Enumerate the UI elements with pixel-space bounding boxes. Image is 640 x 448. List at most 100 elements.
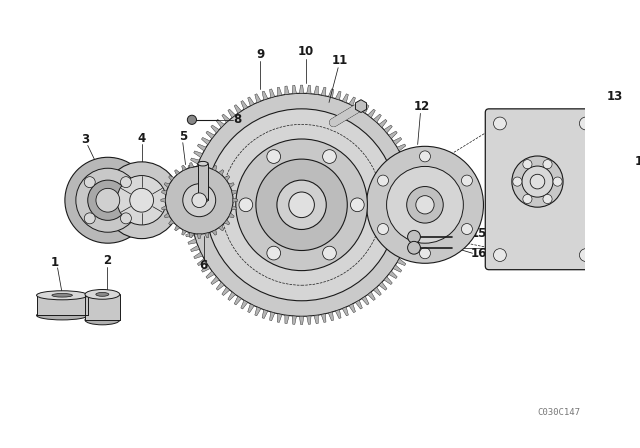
Ellipse shape: [36, 311, 88, 320]
Polygon shape: [206, 271, 214, 279]
Circle shape: [378, 224, 388, 234]
Circle shape: [387, 166, 463, 243]
Circle shape: [120, 213, 131, 224]
Circle shape: [256, 159, 348, 250]
Polygon shape: [219, 170, 224, 175]
Circle shape: [239, 198, 253, 211]
Polygon shape: [197, 144, 206, 151]
Polygon shape: [232, 191, 237, 195]
Circle shape: [120, 177, 131, 188]
Ellipse shape: [198, 198, 208, 202]
Polygon shape: [404, 246, 413, 252]
Polygon shape: [307, 85, 311, 94]
Circle shape: [117, 176, 166, 225]
Polygon shape: [205, 233, 209, 238]
Polygon shape: [183, 188, 191, 193]
Polygon shape: [197, 162, 202, 167]
Polygon shape: [186, 232, 195, 237]
Polygon shape: [175, 170, 180, 175]
Text: 5: 5: [179, 130, 187, 143]
Circle shape: [579, 117, 592, 130]
Circle shape: [267, 150, 280, 164]
Circle shape: [88, 180, 128, 220]
Polygon shape: [292, 85, 296, 94]
Polygon shape: [182, 202, 190, 207]
Polygon shape: [379, 120, 387, 128]
Polygon shape: [355, 100, 367, 112]
Circle shape: [523, 159, 532, 169]
Ellipse shape: [96, 293, 109, 296]
Text: 14: 14: [634, 155, 640, 168]
Polygon shape: [321, 314, 326, 323]
Polygon shape: [335, 310, 341, 319]
Polygon shape: [189, 163, 194, 168]
Ellipse shape: [52, 293, 72, 297]
Polygon shape: [401, 252, 410, 258]
Circle shape: [493, 249, 506, 262]
Polygon shape: [169, 220, 174, 225]
Polygon shape: [184, 224, 193, 229]
Text: 4: 4: [138, 132, 146, 145]
Text: 16: 16: [470, 247, 487, 260]
Polygon shape: [194, 252, 203, 258]
Polygon shape: [384, 277, 392, 284]
Polygon shape: [212, 230, 217, 235]
Polygon shape: [269, 312, 275, 321]
Polygon shape: [211, 125, 220, 133]
Polygon shape: [222, 287, 230, 296]
Polygon shape: [314, 315, 318, 323]
Ellipse shape: [85, 289, 120, 299]
Bar: [85, 294, 120, 320]
Polygon shape: [161, 198, 166, 202]
Polygon shape: [234, 105, 241, 113]
Polygon shape: [212, 165, 217, 171]
Circle shape: [378, 175, 388, 186]
Polygon shape: [262, 310, 268, 319]
Text: 15: 15: [470, 227, 487, 240]
Polygon shape: [277, 314, 282, 323]
Polygon shape: [164, 213, 170, 218]
Text: 7: 7: [225, 164, 232, 177]
Circle shape: [419, 151, 431, 162]
Polygon shape: [241, 300, 248, 309]
Polygon shape: [219, 225, 224, 231]
Circle shape: [130, 188, 154, 212]
Polygon shape: [397, 144, 406, 151]
Circle shape: [65, 157, 151, 243]
Polygon shape: [248, 304, 254, 313]
Circle shape: [205, 109, 397, 301]
Polygon shape: [374, 114, 381, 122]
Polygon shape: [205, 163, 209, 168]
Polygon shape: [262, 91, 268, 100]
Polygon shape: [393, 265, 402, 272]
Polygon shape: [186, 173, 195, 178]
Circle shape: [96, 188, 120, 212]
Polygon shape: [404, 158, 413, 164]
Polygon shape: [182, 195, 191, 200]
Polygon shape: [197, 234, 202, 239]
Circle shape: [530, 174, 545, 189]
Polygon shape: [362, 296, 369, 305]
Polygon shape: [410, 224, 419, 229]
Text: 12: 12: [413, 99, 429, 112]
Circle shape: [84, 213, 95, 224]
Polygon shape: [292, 316, 296, 324]
Text: 13: 13: [607, 90, 623, 103]
Polygon shape: [269, 89, 275, 98]
Circle shape: [192, 193, 207, 207]
Polygon shape: [401, 151, 410, 157]
Polygon shape: [342, 307, 348, 316]
Polygon shape: [406, 165, 415, 171]
Polygon shape: [388, 271, 397, 279]
Ellipse shape: [85, 315, 120, 325]
Polygon shape: [619, 182, 630, 195]
Polygon shape: [277, 87, 282, 96]
Polygon shape: [335, 91, 341, 100]
Circle shape: [367, 146, 483, 263]
Polygon shape: [409, 173, 417, 178]
Polygon shape: [413, 202, 421, 207]
Polygon shape: [379, 282, 387, 290]
Polygon shape: [248, 97, 254, 106]
Polygon shape: [349, 304, 355, 313]
Circle shape: [523, 194, 532, 203]
